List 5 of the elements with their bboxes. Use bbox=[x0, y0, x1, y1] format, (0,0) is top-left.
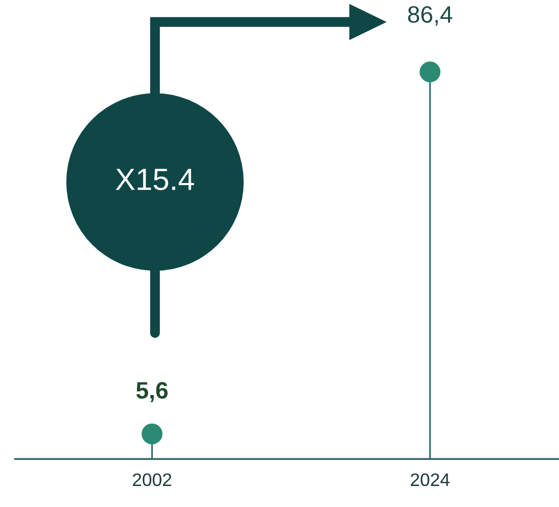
x-tick-label: 2024 bbox=[410, 473, 450, 486]
annotation: X15.4 bbox=[116, 168, 194, 190]
data-label: 86,4 bbox=[408, 6, 452, 26]
data-label: 5,6 bbox=[136, 382, 168, 402]
x-tick-label: 2002 bbox=[132, 473, 172, 486]
